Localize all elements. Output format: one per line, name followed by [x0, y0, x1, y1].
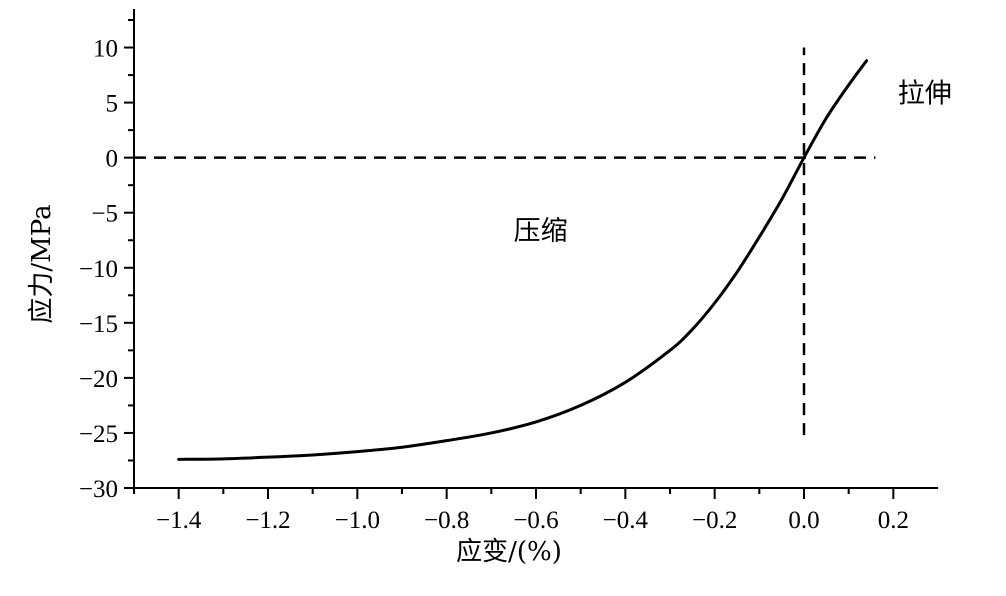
y-tick-label: −30	[79, 476, 118, 503]
x-tick-label: −0.6	[513, 507, 558, 534]
x-tick-label: −0.4	[603, 507, 649, 534]
y-tick-label: −5	[91, 201, 118, 228]
x-tick-label: −1.0	[335, 507, 380, 534]
annotations: 压缩 拉伸	[514, 79, 952, 248]
y-tick-label: −15	[79, 311, 118, 338]
y-tick-label: −20	[79, 366, 118, 393]
x-axis-title: 应变/(%)	[456, 537, 562, 567]
x-tick-label: −0.8	[424, 507, 469, 534]
ticks: −1.4 −1.2 −1.0 −0.8 −0.6 −0.4 −0.2 0.0 0.2 10 5 0 −5…	[79, 19, 909, 534]
reference-lines	[134, 47, 876, 436]
x-tick-label: −1.2	[245, 507, 290, 534]
y-tick-label: −10	[79, 256, 118, 283]
axes	[133, 9, 938, 489]
y-tick-label: 0	[106, 146, 119, 173]
y-tick-label: −25	[79, 421, 118, 448]
x-tick-label: 0.0	[788, 507, 819, 534]
x-tick-label: −0.2	[692, 507, 737, 534]
y-tick-label: 5	[106, 91, 119, 118]
compression-label: 压缩	[514, 216, 568, 247]
y-axis-title: 应力/MPa	[27, 204, 57, 323]
x-tick-label: −1.4	[156, 507, 202, 534]
stress-strain-curve	[177, 59, 869, 461]
x-tick-label: 0.2	[878, 507, 909, 534]
series-layer	[177, 59, 869, 461]
tension-label: 拉伸	[898, 79, 952, 110]
y-tick-label: 10	[93, 36, 118, 63]
